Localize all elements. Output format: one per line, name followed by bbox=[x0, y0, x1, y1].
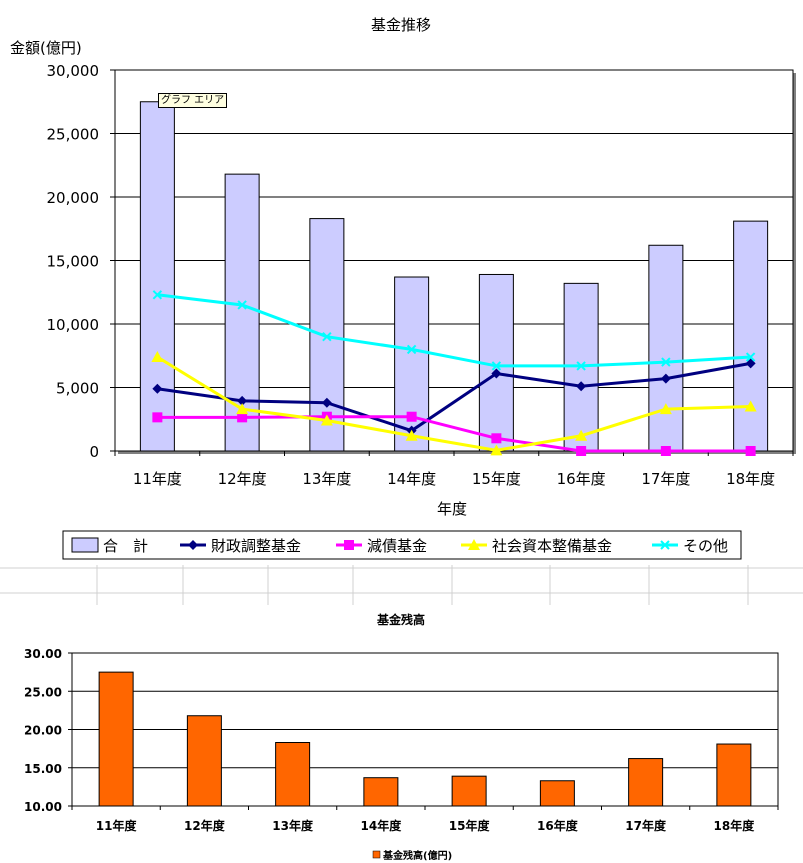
legend-swatch bbox=[71, 537, 99, 553]
legend-label: 財政調整基金 bbox=[211, 537, 301, 555]
series-point-2 bbox=[491, 433, 502, 444]
legend-label: 減債基金 bbox=[367, 537, 427, 555]
series-line-3 bbox=[156, 355, 751, 452]
y-tick-label: 10,000 bbox=[47, 316, 100, 334]
x-tick-label: 18年度 bbox=[714, 818, 756, 833]
y-tick-label: 0 bbox=[89, 443, 99, 461]
series-point-2 bbox=[745, 446, 756, 456]
y-axis-label: 金額(億円) bbox=[10, 39, 82, 57]
bar-balance bbox=[186, 715, 222, 807]
series-point-4 bbox=[152, 290, 163, 300]
legend-label: 基金残高(億円) bbox=[382, 849, 452, 862]
bar-balance bbox=[98, 671, 134, 807]
series-point-2 bbox=[660, 446, 671, 456]
bar-total bbox=[394, 276, 430, 452]
x-tick-label: 16年度 bbox=[557, 470, 606, 488]
bar-balance bbox=[451, 775, 487, 807]
series-line-4 bbox=[157, 293, 751, 368]
bar-balance bbox=[363, 777, 399, 807]
legend-marker bbox=[660, 540, 670, 550]
series-point-2 bbox=[576, 446, 587, 456]
series-point-4 bbox=[576, 361, 586, 371]
series-point-2 bbox=[152, 412, 163, 423]
x-tick-label: 17年度 bbox=[641, 470, 690, 488]
x-tick-label: 13年度 bbox=[302, 470, 351, 488]
series-point-3 bbox=[490, 444, 503, 456]
series-point-4 bbox=[406, 344, 417, 355]
series-point-3 bbox=[744, 400, 757, 412]
x-tick-label: 16年度 bbox=[537, 818, 579, 833]
series-point-3 bbox=[659, 403, 672, 415]
x-tick-label: 13年度 bbox=[272, 818, 314, 833]
bar-total bbox=[733, 220, 769, 452]
series-point-2 bbox=[237, 412, 248, 423]
series-line-1 bbox=[157, 361, 751, 433]
series-point-1 bbox=[660, 373, 671, 384]
legend-label: 合 計 bbox=[103, 537, 148, 555]
bar-balance bbox=[628, 758, 664, 807]
bar-balance bbox=[716, 743, 752, 807]
y-tick-label: 15.00 bbox=[24, 762, 62, 776]
series-point-3 bbox=[575, 429, 588, 441]
x-tick-label: 14年度 bbox=[387, 470, 436, 488]
y-tick-label: 5,000 bbox=[56, 380, 99, 398]
series-point-4 bbox=[745, 352, 756, 362]
x-tick-label: 15年度 bbox=[449, 818, 491, 833]
x-axis-label: 年度 bbox=[437, 500, 467, 518]
legend-box bbox=[62, 530, 742, 560]
chart-title: 基金推移 bbox=[371, 16, 431, 34]
bar-balance bbox=[539, 780, 575, 807]
bar-balance bbox=[275, 742, 311, 807]
series-point-4 bbox=[322, 331, 332, 342]
chart-area-tooltip: グラフ エリア bbox=[158, 93, 228, 108]
y-tick-label: 25.00 bbox=[24, 685, 62, 699]
legend-swatch bbox=[372, 850, 381, 859]
y-tick-label: 30,000 bbox=[47, 62, 100, 80]
y-tick-label: 20,000 bbox=[47, 189, 100, 207]
y-tick-label: 20.00 bbox=[24, 724, 62, 738]
series-point-4 bbox=[491, 361, 502, 371]
series-point-3 bbox=[151, 351, 164, 363]
x-tick-label: 12年度 bbox=[218, 470, 267, 488]
series-point-1 bbox=[321, 397, 332, 408]
legend-marker bbox=[188, 540, 198, 550]
x-tick-label: 11年度 bbox=[133, 470, 182, 488]
x-tick-label: 14年度 bbox=[361, 818, 403, 833]
series-point-4 bbox=[661, 357, 671, 367]
x-tick-label: 15年度 bbox=[472, 470, 521, 488]
series-point-3 bbox=[236, 403, 249, 415]
series-point-1 bbox=[237, 395, 248, 406]
y-tick-label: 30.00 bbox=[24, 647, 62, 661]
series-line-2 bbox=[157, 415, 751, 453]
x-tick-label: 18年度 bbox=[726, 470, 775, 488]
series-point-1 bbox=[491, 368, 502, 379]
y-tick-label: 10.00 bbox=[24, 800, 62, 814]
series-point-4 bbox=[237, 300, 247, 310]
bar-total bbox=[139, 101, 175, 452]
y-tick-label: 25,000 bbox=[47, 126, 100, 144]
series-point-3 bbox=[320, 414, 333, 426]
x-tick-label: 11年度 bbox=[96, 818, 138, 833]
series-point-1 bbox=[152, 383, 163, 394]
legend-marker bbox=[468, 539, 480, 550]
series-point-1 bbox=[576, 381, 587, 392]
chart-title: 基金残高 bbox=[376, 612, 425, 627]
legend-label: その他 bbox=[683, 537, 728, 555]
legend-marker bbox=[344, 540, 354, 550]
series-point-3 bbox=[405, 429, 418, 441]
fund-balance-chart[interactable]: 基金残高 10.00 15.00 20.00 25.00 30.00 11年度 12年度 13年… bbox=[0, 590, 803, 863]
bar-total bbox=[648, 244, 684, 452]
sheet-gridlines bbox=[0, 565, 803, 605]
y-tick-label: 15,000 bbox=[47, 253, 100, 271]
x-tick-label: 12年度 bbox=[184, 818, 226, 833]
series-point-2 bbox=[406, 411, 417, 422]
x-tick-label: 17年度 bbox=[625, 818, 667, 833]
legend-label: 社会資本整備基金 bbox=[492, 537, 612, 555]
